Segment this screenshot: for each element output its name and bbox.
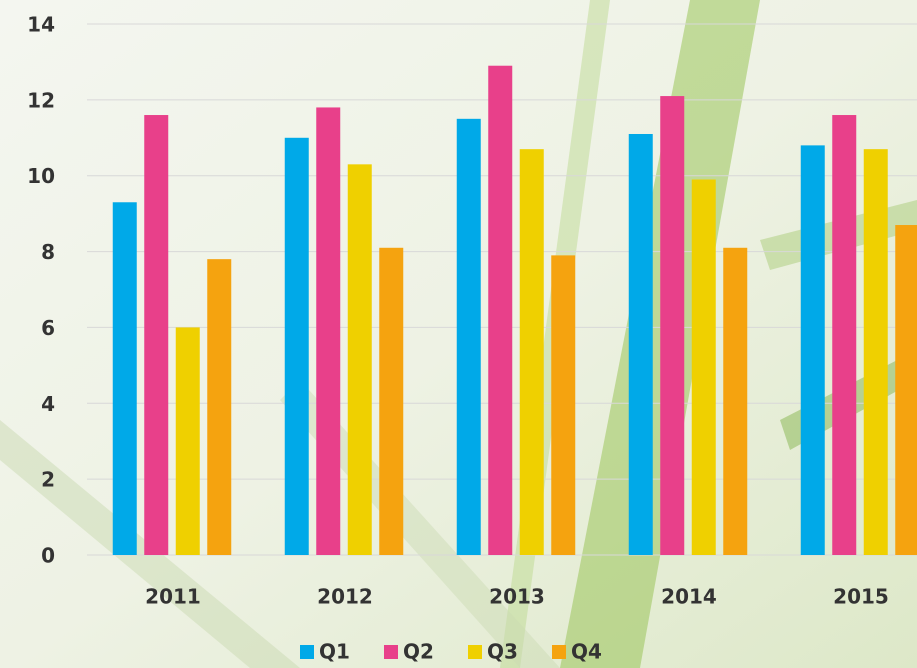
x-tick-label: 2012 — [317, 585, 373, 609]
bar — [207, 259, 231, 555]
chart: 0 2 4 6 8 10 12 14 2011 2012 2013 2014 2015 Q1 Q2 Q3 Q4 — [0, 0, 917, 668]
y-tick-label: 14 — [27, 13, 55, 37]
bar — [379, 248, 403, 555]
legend-swatch — [552, 645, 566, 659]
bar — [488, 66, 512, 555]
x-tick-label: 2015 — [833, 585, 889, 609]
y-tick-label: 12 — [27, 88, 55, 112]
y-tick-label: 10 — [27, 164, 55, 188]
y-tick-label: 4 — [41, 392, 55, 416]
y-tick-label: 8 — [41, 240, 55, 264]
bar — [723, 248, 747, 555]
bar — [692, 180, 716, 555]
legend-swatch — [468, 645, 482, 659]
y-tick-label: 6 — [41, 316, 55, 340]
legend-label: Q4 — [571, 640, 602, 664]
bar — [864, 149, 888, 555]
y-tick-label: 2 — [41, 468, 55, 492]
x-tick-label: 2011 — [145, 585, 201, 609]
bar — [520, 149, 544, 555]
bar — [629, 134, 653, 555]
y-tick-label: 0 — [41, 544, 55, 568]
legend-label: Q2 — [403, 640, 434, 664]
bar — [316, 107, 340, 555]
bar — [551, 255, 575, 555]
bar — [457, 119, 481, 555]
bar — [176, 327, 200, 555]
legend-swatch — [384, 645, 398, 659]
bar — [348, 164, 372, 555]
bar — [660, 96, 684, 555]
bar — [144, 115, 168, 555]
bar — [285, 138, 309, 555]
x-tick-label: 2013 — [489, 585, 545, 609]
legend-label: Q1 — [319, 640, 350, 664]
bar — [832, 115, 856, 555]
bar — [801, 145, 825, 555]
bar — [895, 225, 917, 555]
legend-label: Q3 — [487, 640, 518, 664]
x-tick-label: 2014 — [661, 585, 717, 609]
legend-swatch — [300, 645, 314, 659]
bar — [113, 202, 137, 555]
